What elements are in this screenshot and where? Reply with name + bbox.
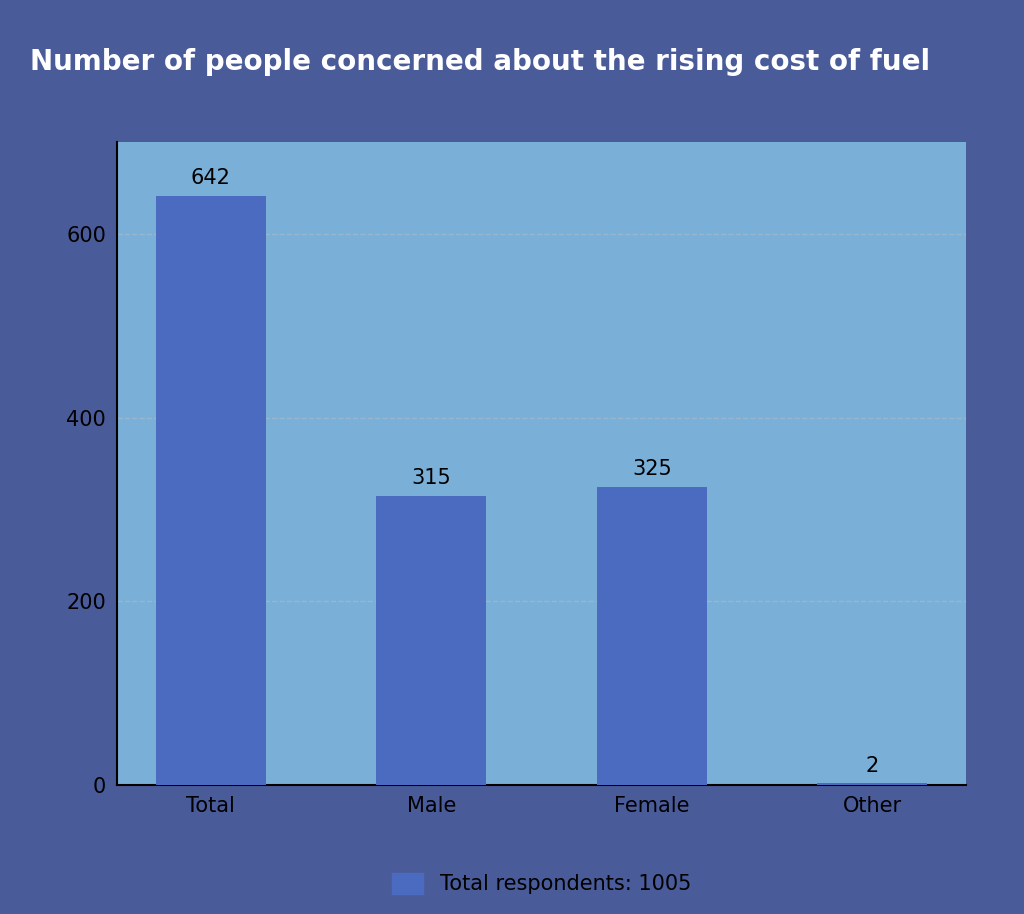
Text: Number of people concerned about the rising cost of fuel: Number of people concerned about the ris… xyxy=(31,48,931,76)
Bar xyxy=(817,783,928,785)
Text: 325: 325 xyxy=(632,460,672,479)
Text: 642: 642 xyxy=(190,168,230,188)
Text: 2: 2 xyxy=(865,756,879,776)
Bar xyxy=(376,495,486,785)
Bar xyxy=(156,196,266,785)
Legend: Total respondents: 1005: Total respondents: 1005 xyxy=(392,873,691,894)
Bar xyxy=(597,486,707,785)
Text: 315: 315 xyxy=(412,469,452,488)
